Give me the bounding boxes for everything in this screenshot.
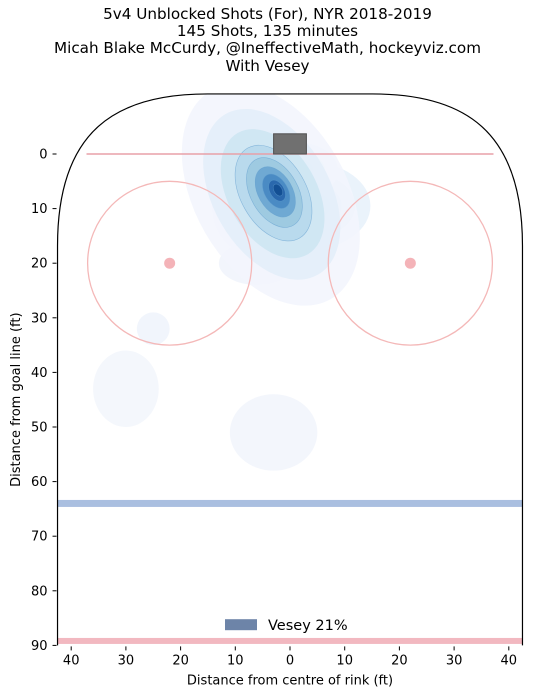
legend-swatch [225,619,257,631]
title-line-4: With Vesey [225,56,310,75]
x-tick-label: 10 [336,653,353,668]
density-faint-region-0 [136,312,170,346]
chart-title: 5v4 Unblocked Shots (For), NYR 2018-2019… [0,5,535,75]
legend-label: Vesey 21% [268,618,348,634]
y-tick-label: 30 [31,311,48,326]
x-tick-label: 0 [286,653,294,668]
x-tick-label: 10 [227,653,244,668]
faceoff-dot-1 [164,257,176,269]
rink-boards [56,93,524,646]
y-tick-label: 90 [31,639,48,654]
center-red-line [57,637,523,644]
title-line-1: 5v4 Unblocked Shots (For), NYR 2018-2019 [103,5,432,23]
density-contour-8 [272,183,284,197]
faceoff-dot-2 [404,257,416,269]
y-tick-label: 40 [31,366,48,381]
x-axis-label: Distance from centre of rink (ft) [187,673,393,688]
x-tick-label: 20 [391,653,408,668]
faceoff-circle-1 [86,180,253,346]
y-tick-label: 60 [31,475,48,490]
title-line-3: Micah Blake McCurdy, @IneffectiveMath, h… [54,39,481,58]
y-tick-label: 50 [31,421,48,436]
y-tick-label: 70 [31,530,48,545]
y-tick-label: 80 [31,584,48,599]
rink-outline [56,93,524,646]
axes: 0 10 20 30 40 50 60 70 80 90 40 30 20 10 0 10 20 30 40 Dist… [9,148,517,689]
x-tick-label: 40 [501,653,518,668]
title-line-2: 145 Shots, 135 minutes [176,22,359,41]
y-tick-label: 0 [39,148,47,163]
density-layer [93,93,371,471]
y-axis-label: Distance from goal line (ft) [9,312,24,486]
x-tick-label: 20 [172,653,189,668]
blue-line [57,499,523,507]
goal-net [273,133,307,155]
density-faint-region-2 [93,350,159,427]
legend: Vesey 21% [225,618,348,634]
x-tick-label: 40 [63,653,80,668]
x-tick-label: 30 [446,653,463,668]
y-tick-label: 20 [31,257,48,272]
density-faint-region-1 [229,394,318,471]
faceoff-circle-2 [327,180,494,346]
x-tick-label: 30 [118,653,135,668]
y-tick-label: 10 [31,202,48,217]
